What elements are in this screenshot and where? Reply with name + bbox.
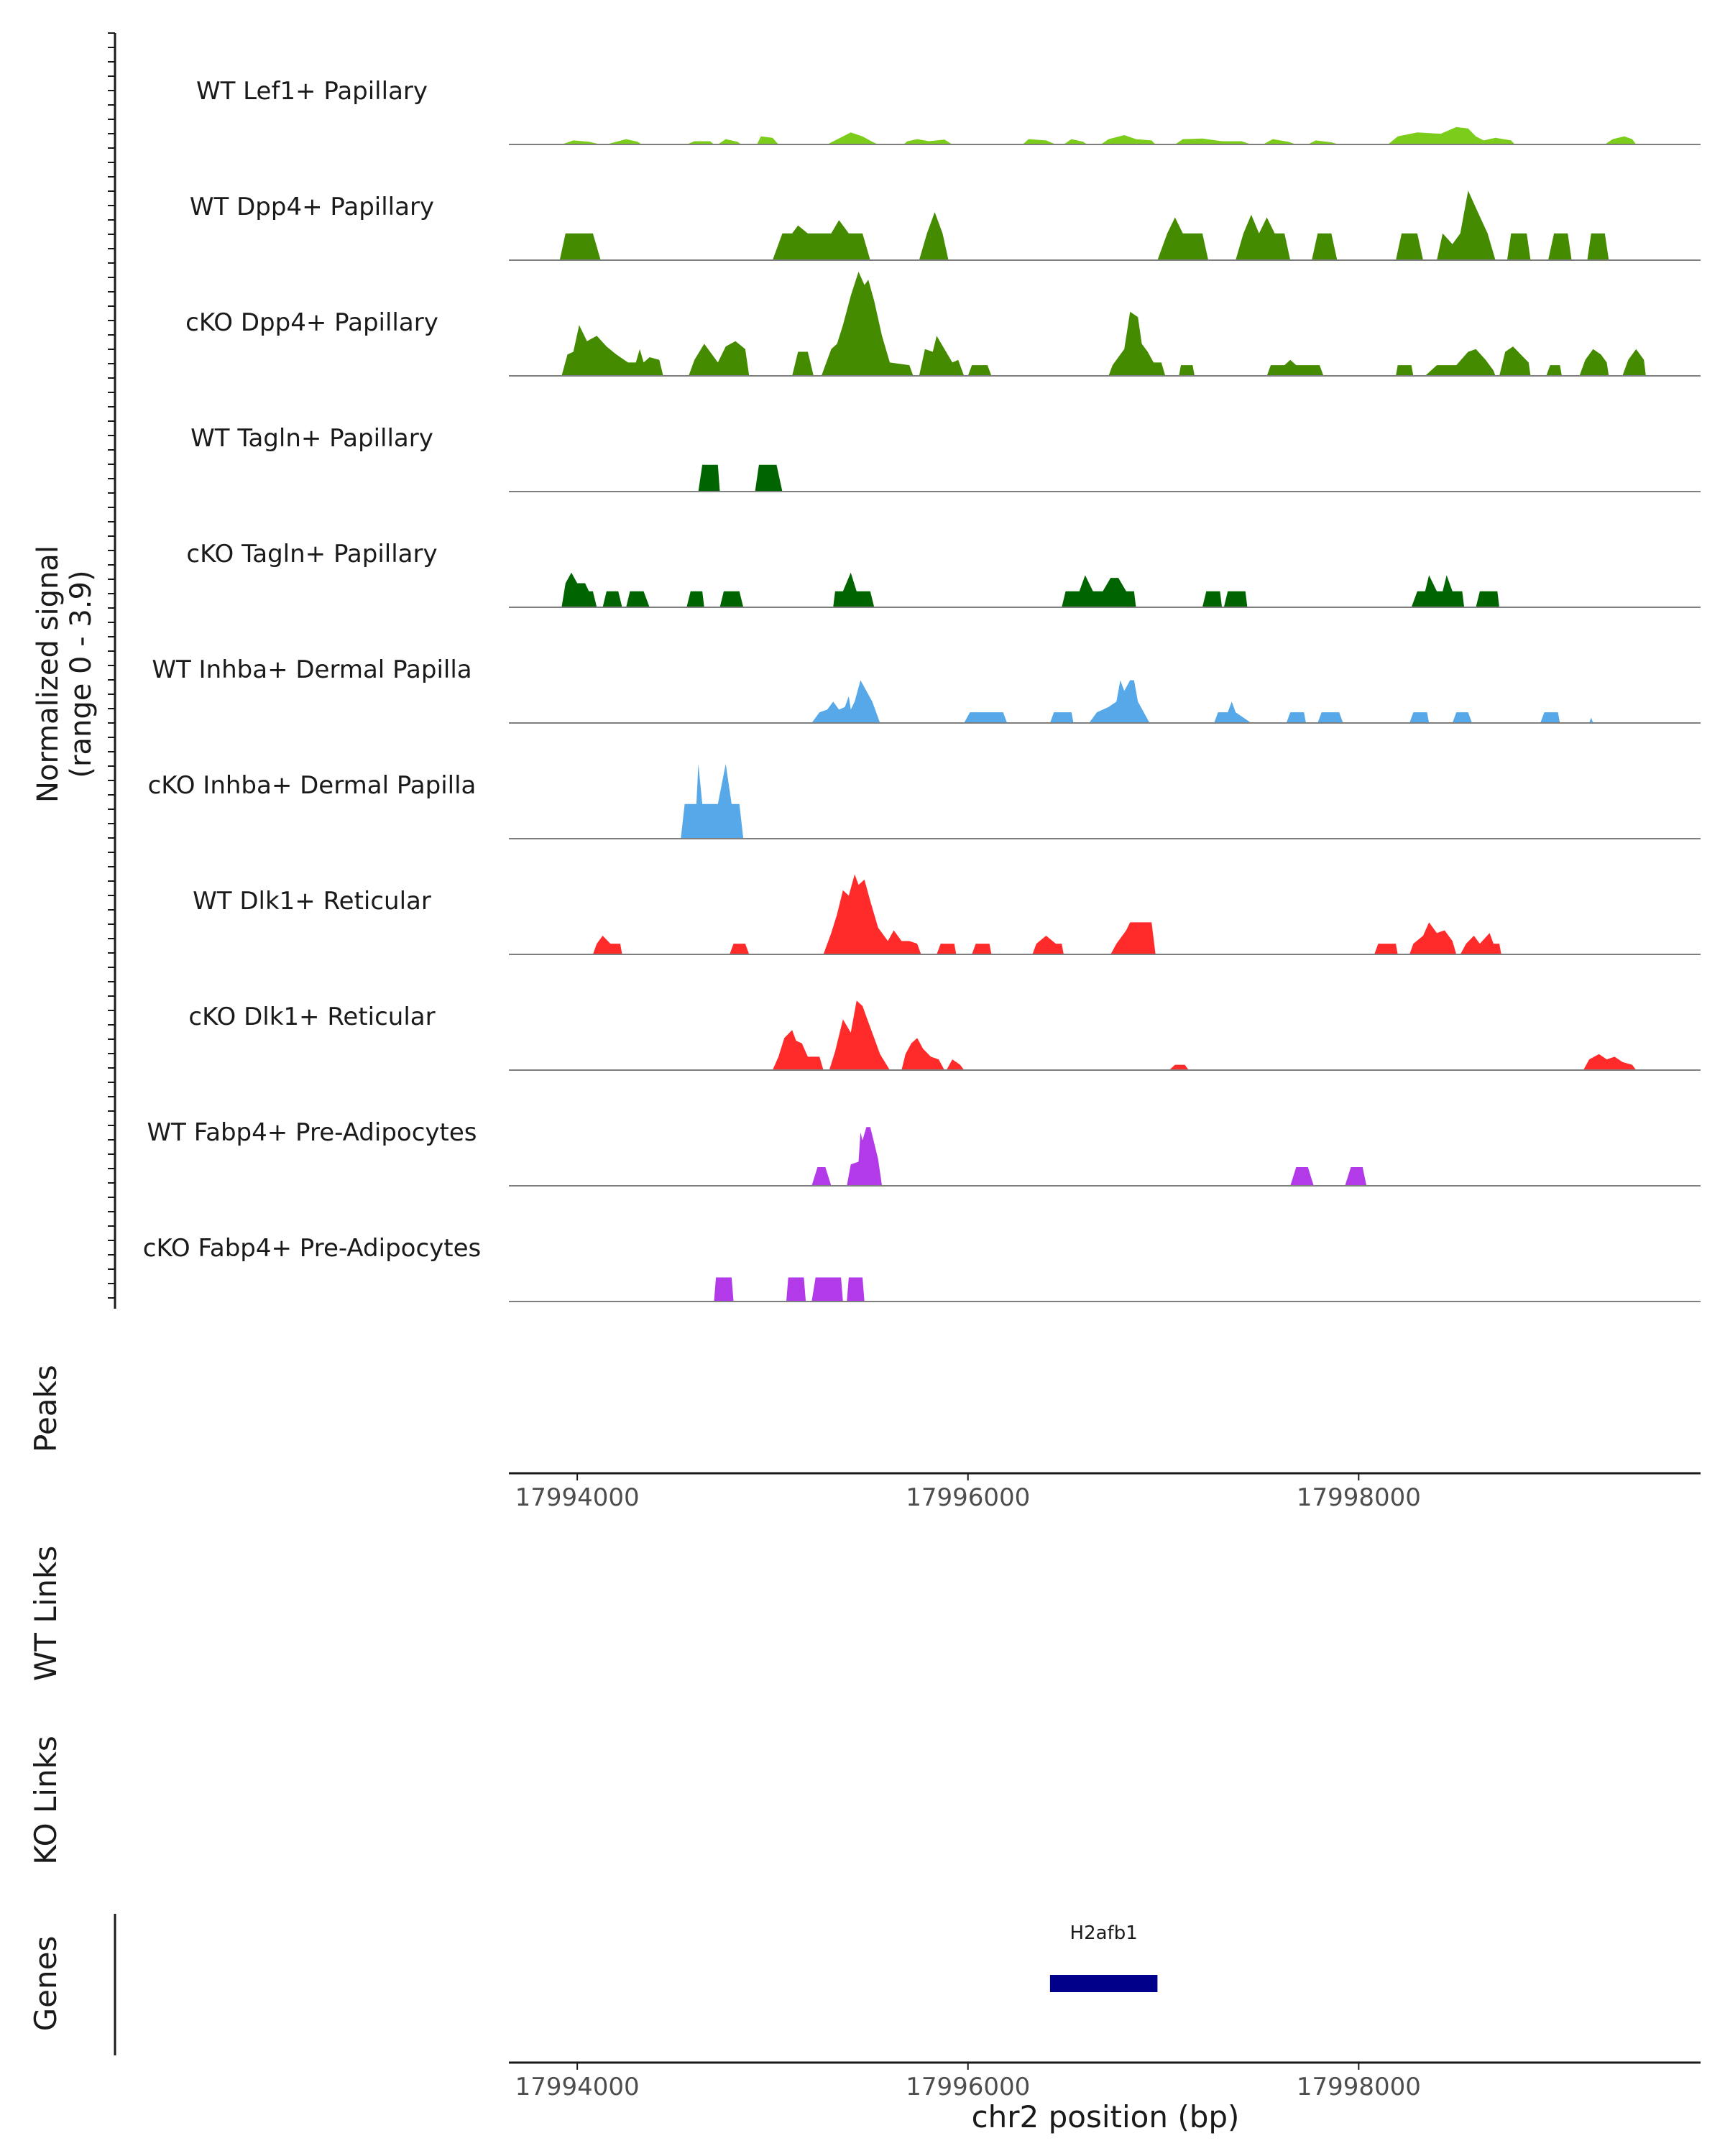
x-tick-label: 17998000 (1297, 1483, 1421, 1512)
track-cko-dlk1-reticular: cKO Dlk1+ Reticular (188, 1000, 1701, 1071)
x-tick-label: 17996000 (906, 2073, 1030, 2101)
track-cko-inhba-dermal-papilla: cKO Inhba+ Dermal Papilla (148, 763, 1701, 839)
y-axis-title-line: (range 0 - 3.9) (65, 570, 98, 778)
gene-label: H2afb1 (1070, 1922, 1138, 1944)
genes-label: Genes (28, 1936, 63, 2032)
x-tick-label: 17994000 (515, 2073, 640, 2101)
coverage-area (698, 464, 783, 492)
track-label: WT Inhba+ Dermal Papilla (152, 655, 472, 684)
coverage-area (561, 126, 1637, 144)
track-cko-tagln-papillary: cKO Tagln+ Papillary (186, 540, 1701, 608)
track-label: cKO Inhba+ Dermal Papilla (148, 771, 477, 800)
axes-layer: 17994000 17996000 17998000 17994000 17996000… (108, 32, 1701, 2101)
x-axis-bottom: 17994000 17996000 17998000 (509, 2061, 1701, 2101)
y-axis-title-line: Normalized signal (32, 545, 65, 803)
peaks-label: Peaks (28, 1365, 63, 1452)
track-label: cKO Dlk1+ Reticular (188, 1003, 435, 1031)
ko-links-label: KO Links (28, 1736, 63, 1865)
x-tick-label: 17996000 (906, 1483, 1030, 1512)
track-cko-dpp4-papillary: cKO Dpp4+ Papillary (185, 272, 1701, 377)
track-wt-inhba-dermal-papilla: WT Inhba+ Dermal Papilla (152, 655, 1701, 724)
coverage-area (714, 1277, 865, 1302)
x-axis-top: 17994000 17996000 17998000 (509, 1472, 1701, 1512)
track-label: cKO Fabp4+ Pre-Adipocytes (143, 1234, 482, 1263)
coverage-area (592, 874, 1501, 954)
track-wt-lef1-papillary: WT Lef1+ Papillary (196, 77, 1701, 145)
track-label: WT Tagln+ Papillary (190, 424, 433, 453)
track-wt-fabp4-pre-adipocytes: WT Fabp4+ Pre-Adipocytes (147, 1118, 1701, 1187)
track-label: cKO Tagln+ Papillary (186, 540, 437, 568)
track-wt-dpp4-papillary: WT Dpp4+ Papillary (190, 190, 1701, 261)
y-axis-title: Normalized signal(range 0 - 3.9) (32, 545, 98, 803)
track-label: WT Fabp4+ Pre-Adipocytes (147, 1118, 477, 1147)
x-axis-title: chr2 position (bp) (972, 2099, 1240, 2134)
track-label: WT Dlk1+ Reticular (193, 887, 431, 916)
gene-h2afb1-bar (1049, 1975, 1158, 1992)
track-label: WT Dpp4+ Papillary (190, 193, 434, 221)
coverage-area (772, 1000, 1637, 1070)
coverage-area (681, 763, 744, 839)
x-tick-label: 17994000 (515, 1483, 640, 1512)
tracks-panel: WT Lef1+ Papillary WT Dpp4+ Papillary cKO … (143, 77, 1701, 1302)
coverage-area (559, 190, 1609, 260)
track-wt-tagln-papillary: WT Tagln+ Papillary (190, 424, 1701, 492)
wt-links-label: WT Links (28, 1546, 63, 1681)
coverage-area (811, 1127, 1367, 1186)
x-tick-label: 17998000 (1297, 2073, 1421, 2101)
coverage-area (561, 272, 1646, 376)
track-wt-dlk1-reticular: WT Dlk1+ Reticular (193, 874, 1701, 955)
track-cko-fabp4-pre-adipocytes: cKO Fabp4+ Pre-Adipocytes (143, 1234, 1701, 1302)
track-label: WT Lef1+ Papillary (196, 77, 428, 106)
track-label: cKO Dpp4+ Papillary (185, 308, 438, 337)
